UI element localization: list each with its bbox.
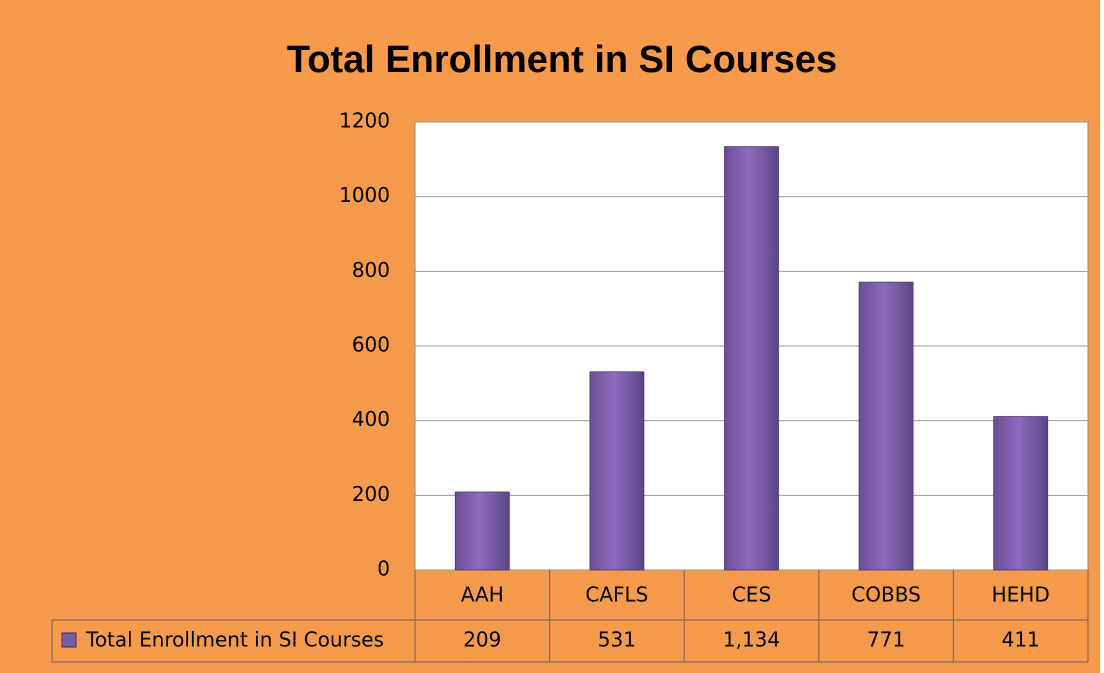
y-tick-label: 400	[352, 407, 390, 431]
y-tick-label: 1200	[339, 109, 390, 133]
y-tick-label: 1000	[339, 183, 390, 207]
table-value: 411	[1002, 628, 1040, 652]
x-tick-label: AAH	[461, 583, 504, 607]
table-value: 209	[463, 628, 501, 652]
table-value: 531	[598, 628, 636, 652]
bar	[589, 371, 645, 571]
y-tick-label: 800	[352, 258, 390, 282]
x-tick-label: HEHD	[992, 583, 1050, 607]
y-tick-label: 600	[352, 333, 390, 357]
y-tick-label: 0	[377, 557, 390, 581]
legend-label: Total Enrollment in SI Courses	[85, 628, 384, 652]
bar	[993, 416, 1049, 571]
table-value: 771	[867, 628, 905, 652]
bar	[454, 491, 510, 571]
x-tick-label: COBBS	[851, 583, 921, 607]
edge	[1100, 0, 1104, 673]
chart-title: Total Enrollment in SI Courses	[287, 39, 837, 81]
table-value: 1,134	[723, 628, 780, 652]
legend-swatch	[61, 632, 77, 648]
bar	[724, 146, 779, 571]
x-tick-label: CES	[732, 583, 771, 607]
y-tick-label: 200	[352, 482, 390, 506]
bar	[858, 281, 914, 571]
x-tick-label: CAFLS	[585, 583, 648, 607]
